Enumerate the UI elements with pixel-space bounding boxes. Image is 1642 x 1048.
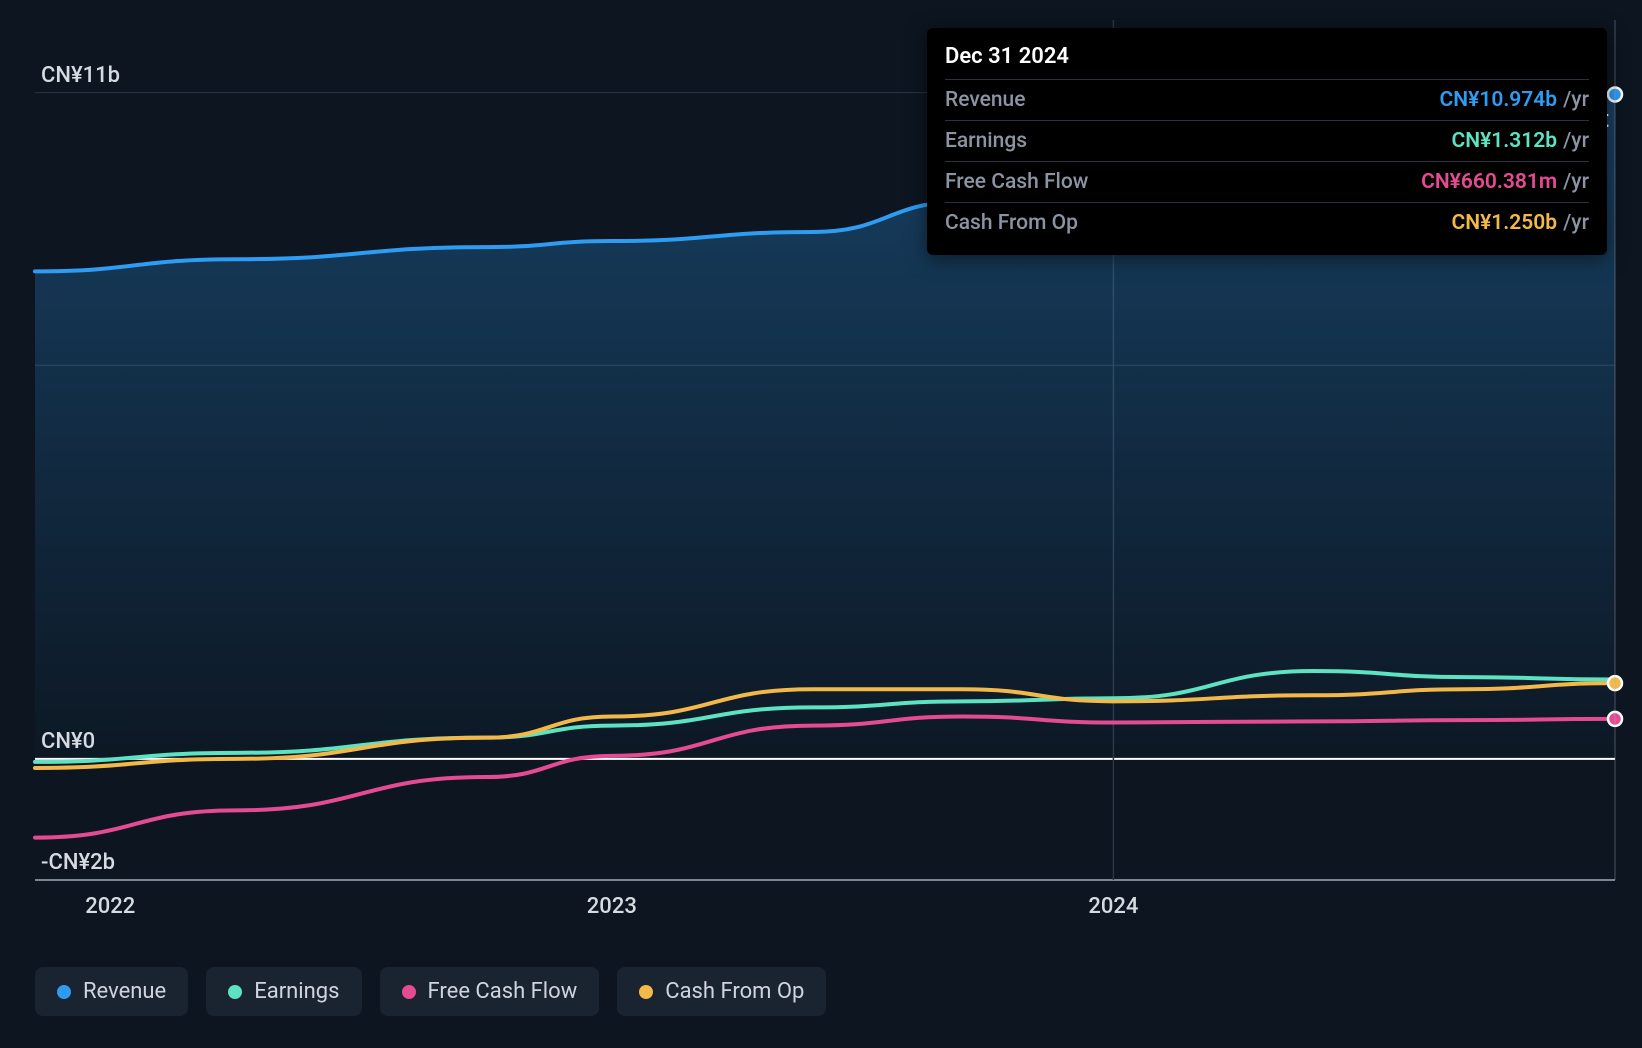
y-axis-tick-label: CN¥11b bbox=[41, 63, 120, 88]
legend-item[interactable]: Earnings bbox=[206, 967, 361, 1016]
tooltip-row-label: Cash From Op bbox=[945, 211, 1078, 235]
tooltip-row-unit: /yr bbox=[1563, 88, 1589, 112]
x-axis-tick-label: 2023 bbox=[587, 894, 637, 919]
tooltip-date: Dec 31 2024 bbox=[945, 44, 1589, 80]
legend-dot-icon bbox=[57, 985, 71, 999]
legend-item[interactable]: Revenue bbox=[35, 967, 188, 1016]
y-axis-tick-label: -CN¥2b bbox=[41, 850, 115, 875]
y-axis-tick-label: CN¥0 bbox=[41, 729, 95, 754]
legend-dot-icon bbox=[402, 985, 416, 999]
x-axis-tick-label: 2024 bbox=[1088, 894, 1138, 919]
legend-item[interactable]: Free Cash Flow bbox=[380, 967, 600, 1016]
tooltip-row-value: CN¥1.312b bbox=[1452, 129, 1558, 153]
tooltip-row: Earnings CN¥1.312b/yr bbox=[945, 121, 1589, 162]
legend-label: Revenue bbox=[83, 979, 166, 1004]
legend-label: Earnings bbox=[254, 979, 339, 1004]
legend-dot-icon bbox=[639, 985, 653, 999]
chart-legend: Revenue Earnings Free Cash Flow Cash From O… bbox=[35, 967, 826, 1016]
tooltip-row-value: CN¥10.974b bbox=[1440, 88, 1558, 112]
tooltip-row-label: Free Cash Flow bbox=[945, 170, 1088, 194]
tooltip-row: Free Cash Flow CN¥660.381m/yr bbox=[945, 162, 1589, 203]
tooltip-row-label: Revenue bbox=[945, 88, 1025, 112]
legend-label: Cash From Op bbox=[665, 979, 804, 1004]
tooltip-row-unit: /yr bbox=[1563, 129, 1589, 153]
legend-item[interactable]: Cash From Op bbox=[617, 967, 826, 1016]
tooltip-row-value: CN¥1.250b bbox=[1452, 211, 1558, 235]
tooltip-row-unit: /yr bbox=[1563, 170, 1589, 194]
tooltip-row: Cash From Op CN¥1.250b/yr bbox=[945, 203, 1589, 243]
legend-dot-icon bbox=[228, 985, 242, 999]
legend-label: Free Cash Flow bbox=[428, 979, 578, 1004]
tooltip-row-label: Earnings bbox=[945, 129, 1027, 153]
tooltip-row-unit: /yr bbox=[1563, 211, 1589, 235]
chart-tooltip: Dec 31 2024 RevenueCN¥10.974b/yrEarnings… bbox=[927, 28, 1607, 255]
tooltip-rows: Revenue CN¥10.974b/yr Earnings CN¥1.312b/yr… bbox=[945, 80, 1589, 243]
x-axis-tick-label: 2022 bbox=[85, 894, 135, 919]
tooltip-row-value: CN¥660.381m bbox=[1421, 170, 1557, 194]
tooltip-row: Revenue CN¥10.974b/yr bbox=[945, 80, 1589, 121]
